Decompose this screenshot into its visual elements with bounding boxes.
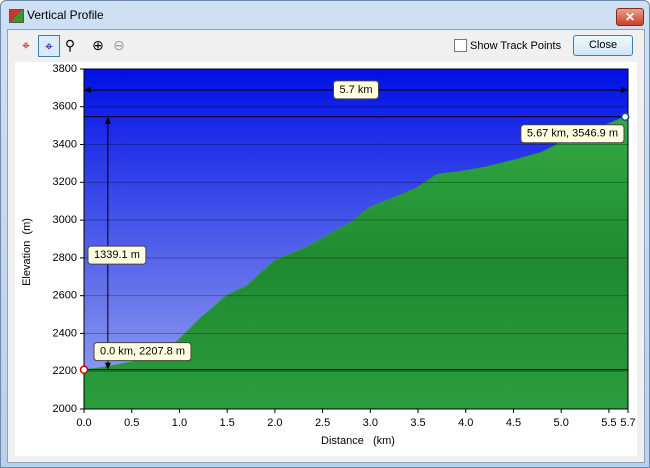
checkbox-label: Show Track Points <box>470 39 562 52</box>
y-tick-label: 3400 <box>53 138 77 150</box>
annotation: 1339.1 m <box>87 245 147 265</box>
y-tick-label: 2200 <box>53 365 77 377</box>
annotation: 5.67 km, 3546.9 m <box>520 124 625 144</box>
x-tick-label: 1.5 <box>220 417 235 429</box>
x-tick-label: 3.5 <box>410 417 425 429</box>
annotation: 0.0 km, 2207.8 m <box>93 342 192 362</box>
end-marker <box>620 112 630 122</box>
plot-frame <box>83 68 629 410</box>
y-tick-label: 3000 <box>53 214 77 226</box>
annotation-box <box>520 124 625 144</box>
annotation-box <box>332 80 380 100</box>
window-close[interactable]: ✕ <box>616 8 644 26</box>
tool-zoom-in[interactable]: ⊕ <box>92 37 104 53</box>
y-axis-label: Elevation (m) <box>21 218 33 286</box>
annotation-text: 1339.1 m <box>94 249 140 261</box>
checkbox[interactable]: Show Track Points <box>454 39 561 52</box>
x-tick-label: 1.0 <box>172 417 187 429</box>
y-tick-label: 3800 <box>53 63 77 75</box>
tool-select[interactable]: ⌖ <box>22 37 30 53</box>
x-tick-label: 5.0 <box>554 417 569 429</box>
y-tick-label: 2800 <box>53 252 77 264</box>
window-title: Vertical Profile <box>27 8 104 22</box>
y-tick-label: 3200 <box>53 176 77 188</box>
annotation-text: 5.7 km <box>339 84 372 96</box>
annotation-text: 0.0 km, 2207.8 m <box>100 346 185 358</box>
x-tick-label: 5.5 <box>601 417 616 429</box>
tool-pan[interactable]: ⌖ <box>38 35 60 57</box>
chart: Elevation (m) Distance (km) 2000 2200 2400… <box>15 62 637 456</box>
tool-zoom-box[interactable]: ⚲ <box>64 37 76 53</box>
x-tick-label: 2.5 <box>315 417 330 429</box>
y-tick-label: 3600 <box>53 101 77 113</box>
y-tick-label: 2000 <box>53 403 77 415</box>
start-marker <box>79 365 89 374</box>
tool-zoom-out[interactable]: ⊖ <box>113 37 125 53</box>
annotation-box <box>87 245 147 265</box>
x-tick-label: 2.0 <box>267 417 282 429</box>
client-area: ⌖ ⌖ ⚲ ⊕ ⊖ Show Track Points Close Elevat… <box>7 29 645 463</box>
annotation: 5.7 km <box>332 80 380 100</box>
close-button[interactable]: Close <box>573 35 633 56</box>
annotation-box <box>93 342 192 362</box>
annotation-text: 5.67 km, 3546.9 m <box>527 128 618 140</box>
y-tick-label: 2600 <box>53 290 77 302</box>
x-tick-label: 5.7 <box>620 417 635 429</box>
x-tick-label: 3.0 <box>363 417 378 429</box>
y-tick-label: 2400 <box>53 327 77 339</box>
profile-area <box>83 116 629 410</box>
x-tick-label: 4.0 <box>458 417 473 429</box>
x-tick-label: 0.5 <box>124 417 139 429</box>
window-icon <box>9 9 24 23</box>
x-tick-label: 0.0 <box>76 417 91 429</box>
x-tick-label: 4.5 <box>506 417 521 429</box>
x-axis-label: Distance (km) <box>321 435 395 447</box>
